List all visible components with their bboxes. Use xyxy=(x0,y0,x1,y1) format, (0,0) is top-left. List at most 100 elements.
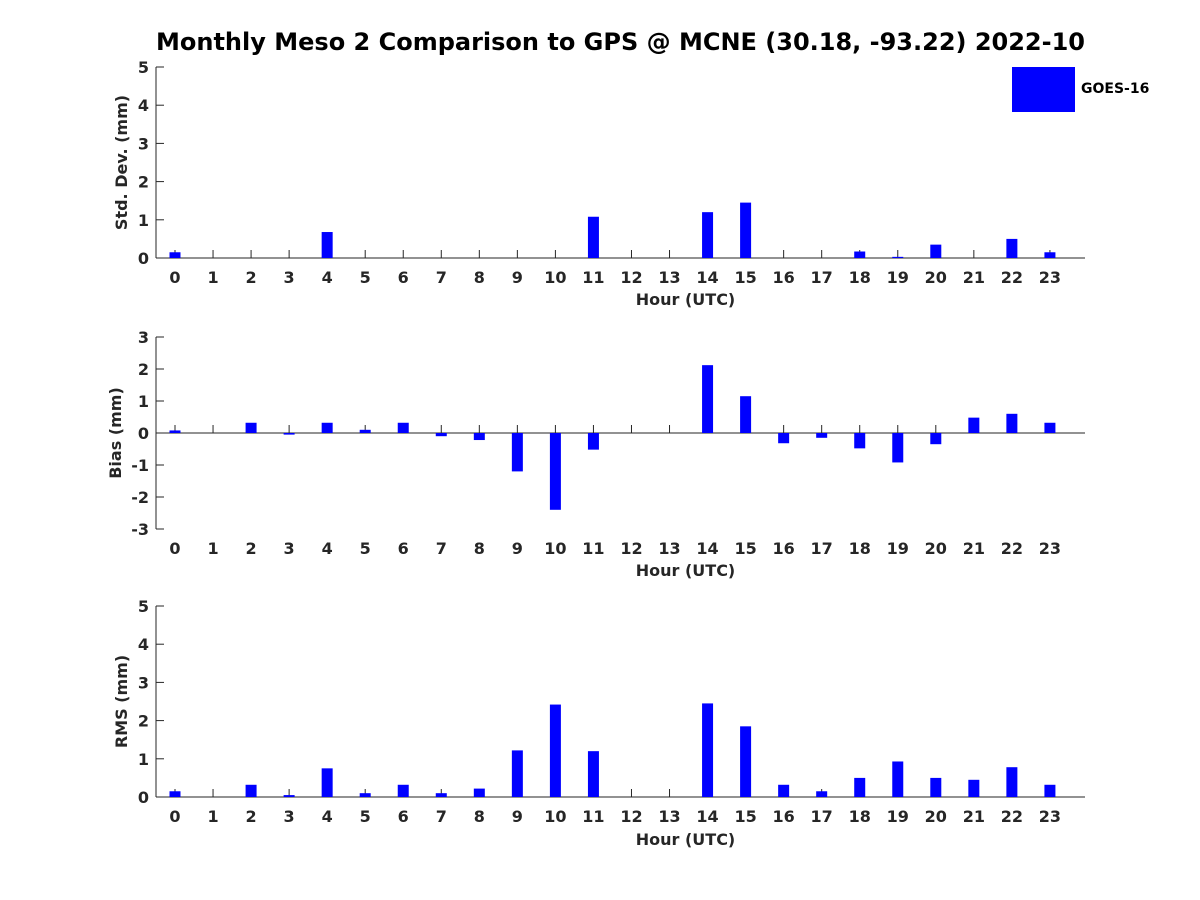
x-tick-label: 0 xyxy=(169,807,180,826)
bar xyxy=(511,433,523,472)
y-tick-label: -2 xyxy=(131,488,149,507)
bar xyxy=(511,750,523,797)
bar xyxy=(473,788,485,797)
x-tick-label: 7 xyxy=(436,268,447,287)
bar xyxy=(930,244,942,258)
bar xyxy=(892,433,904,463)
x-tick-label: 1 xyxy=(207,807,218,826)
bar xyxy=(816,791,828,797)
bar xyxy=(321,232,333,258)
bar xyxy=(854,777,866,797)
y-tick-label: 0 xyxy=(138,788,149,807)
x-tick-label: 9 xyxy=(512,268,523,287)
x-tick-label: 13 xyxy=(658,268,680,287)
x-tick-label: 14 xyxy=(696,807,718,826)
x-tick-label: 4 xyxy=(322,268,333,287)
bar xyxy=(321,422,333,433)
x-tick-label: 8 xyxy=(474,539,485,558)
y-tick-label: 4 xyxy=(138,635,149,654)
x-tick-label: 6 xyxy=(398,539,409,558)
y-tick-label: 3 xyxy=(138,328,149,347)
bar xyxy=(702,212,714,258)
x-tick-label: 6 xyxy=(398,268,409,287)
y-tick-label: -1 xyxy=(131,456,149,475)
bar xyxy=(854,251,866,258)
x-tick-label: 21 xyxy=(963,268,985,287)
x-tick-label: 3 xyxy=(284,539,295,558)
bar xyxy=(778,784,790,797)
bar xyxy=(930,777,942,797)
bar xyxy=(245,784,257,797)
x-tick-label: 1 xyxy=(207,268,218,287)
bar xyxy=(435,793,447,797)
x-tick-label: 20 xyxy=(925,807,947,826)
x-tick-label: 12 xyxy=(620,268,642,287)
x-tick-label: 17 xyxy=(811,807,833,826)
y-tick-label: 2 xyxy=(138,173,149,192)
x-tick-label: 14 xyxy=(696,539,718,558)
bar xyxy=(169,791,181,797)
y-tick-label: 0 xyxy=(138,249,149,268)
x-tick-label: 3 xyxy=(284,807,295,826)
bar xyxy=(169,430,181,433)
bar xyxy=(930,433,942,445)
x-tick-label: 5 xyxy=(360,807,371,826)
x-tick-label: 2 xyxy=(246,807,257,826)
y-tick-label: 2 xyxy=(138,712,149,731)
bar xyxy=(359,429,371,433)
bar xyxy=(283,795,295,797)
x-tick-label: 9 xyxy=(512,807,523,826)
chart-title: Monthly Meso 2 Comparison to GPS @ MCNE … xyxy=(156,28,1085,56)
x-tick-label: 13 xyxy=(658,539,680,558)
x-tick-label: 12 xyxy=(620,807,642,826)
bar xyxy=(740,202,752,258)
bar xyxy=(778,433,790,444)
x-tick-label: 3 xyxy=(284,268,295,287)
y-axis-label: Bias (mm) xyxy=(106,387,125,479)
bar xyxy=(1044,252,1056,258)
y-tick-label: 4 xyxy=(138,96,149,115)
x-tick-label: 10 xyxy=(544,807,566,826)
x-tick-label: 22 xyxy=(1001,539,1023,558)
x-tick-label: 0 xyxy=(169,539,180,558)
bar xyxy=(1044,784,1056,797)
x-tick-label: 18 xyxy=(849,807,871,826)
x-tick-label: 8 xyxy=(474,268,485,287)
x-tick-label: 20 xyxy=(925,268,947,287)
bar xyxy=(702,365,714,433)
x-tick-label: 22 xyxy=(1001,807,1023,826)
x-tick-label: 19 xyxy=(887,268,909,287)
legend-swatch xyxy=(1012,67,1075,112)
x-tick-label: 12 xyxy=(620,539,642,558)
bar xyxy=(473,433,485,441)
bar xyxy=(245,422,257,433)
y-axis-label: Std. Dev. (mm) xyxy=(112,95,131,230)
x-tick-label: 21 xyxy=(963,539,985,558)
x-tick-label: 7 xyxy=(436,807,447,826)
bar xyxy=(283,433,295,435)
y-tick-label: -3 xyxy=(131,520,149,539)
y-tick-label: 2 xyxy=(138,360,149,379)
bar xyxy=(169,252,181,258)
x-tick-label: 4 xyxy=(322,807,333,826)
bar xyxy=(549,704,561,797)
x-tick-label: 11 xyxy=(582,807,604,826)
x-tick-label: 6 xyxy=(398,807,409,826)
bar xyxy=(587,751,599,797)
x-tick-label: 10 xyxy=(544,539,566,558)
x-tick-label: 15 xyxy=(734,807,756,826)
x-tick-label: 16 xyxy=(773,539,795,558)
x-tick-label: 8 xyxy=(474,807,485,826)
x-axis-label: Hour (UTC) xyxy=(636,830,736,849)
x-tick-label: 20 xyxy=(925,539,947,558)
bar xyxy=(1006,238,1018,258)
bar xyxy=(892,256,904,258)
x-tick-label: 15 xyxy=(734,268,756,287)
bar xyxy=(854,433,866,449)
x-tick-label: 23 xyxy=(1039,807,1061,826)
bar xyxy=(1006,413,1018,433)
bar xyxy=(359,793,371,797)
